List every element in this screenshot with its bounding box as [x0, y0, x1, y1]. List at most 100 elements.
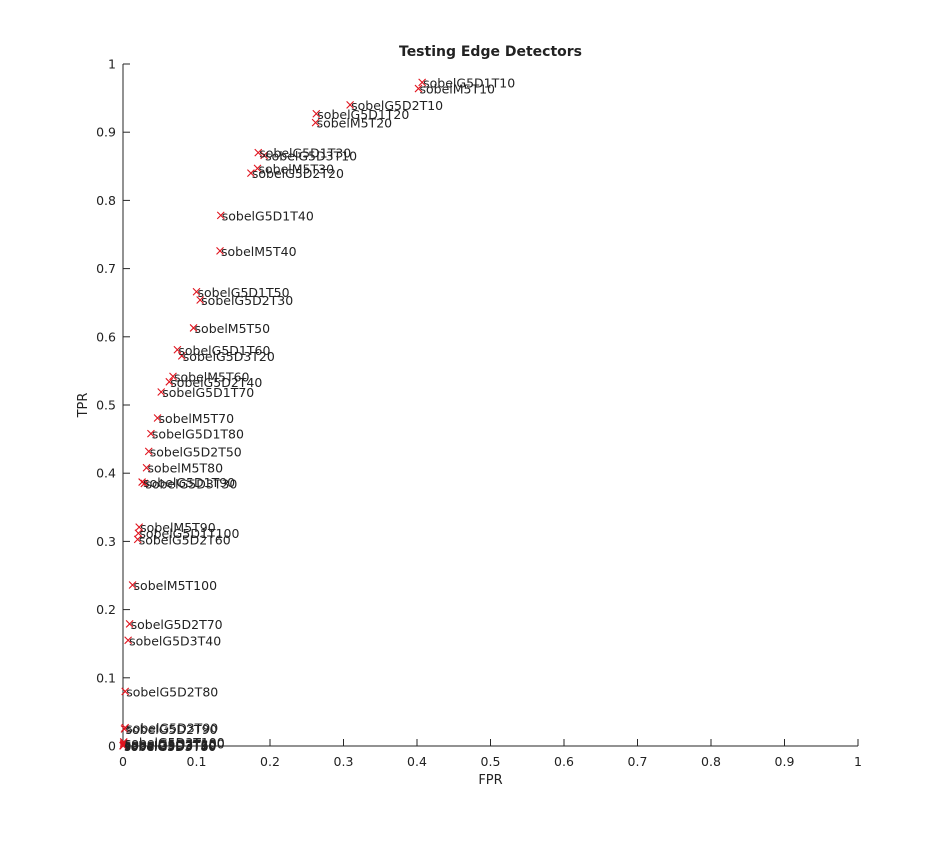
y-tick-label: 0.5 [96, 398, 116, 413]
data-point-marker [196, 296, 205, 304]
data-point-label: sobelG5D2T50 [150, 444, 242, 459]
marker-stroke [254, 148, 263, 157]
data-point-marker [247, 169, 255, 178]
data-point-marker [147, 429, 155, 438]
data-point-marker [165, 377, 174, 386]
marker-stroke [124, 636, 133, 645]
data-point-label: sobelG5D2T20 [252, 166, 344, 181]
data-point-marker [169, 372, 177, 381]
data-point-marker [121, 687, 130, 696]
data-point-marker [414, 84, 423, 93]
data-point-marker [173, 345, 182, 354]
marker-stroke [119, 739, 128, 748]
y-tick-label: 0.1 [96, 670, 116, 685]
data-point-label: sobelG5D3T20 [183, 349, 275, 364]
data-point-label: sobelM5T60 [174, 369, 250, 384]
point-labels: sobelG5D1T10sobelM5T10sobelG5D2T10sobelG… [124, 75, 515, 753]
data-point-marker [153, 414, 162, 422]
data-point-marker [189, 324, 198, 332]
x-tick-label: 0.6 [554, 754, 574, 769]
marker-stroke [133, 535, 142, 544]
data-point-marker [128, 581, 137, 589]
data-point-label: sobelG5D2T10 [351, 98, 443, 113]
marker-stroke [169, 372, 177, 381]
x-tick-label: 0.4 [407, 754, 427, 769]
data-point-label: sobelM5T90 [140, 520, 216, 535]
data-point-label: sobelG5D1T100 [139, 526, 239, 541]
y-tick-label: 0.4 [96, 466, 116, 481]
axis-ticks: 0 0.1 0.2 0.3 0.4 0.5 0.6 0.7 0.8 0.9 1 0 0.1 0.2 0.3 0… [96, 57, 862, 770]
data-point-label: sobelG5D1T30 [259, 146, 351, 161]
x-tick-label: 0.9 [775, 754, 795, 769]
marker-stroke [142, 463, 151, 472]
data-point-marker [138, 478, 146, 486]
x-tick-label: 0.7 [628, 754, 648, 769]
data-point-label: sobelG5D1T10 [423, 75, 515, 90]
chart-title: Testing Edge Detectors [399, 44, 582, 60]
y-tick-label: 0.3 [96, 534, 116, 549]
marker-stroke [418, 78, 427, 87]
marker-stroke [125, 620, 134, 628]
data-point-label: sobelG5D1T50 [198, 285, 290, 300]
marker-stroke [189, 324, 198, 332]
x-tick-label: 0.2 [260, 754, 280, 769]
data-point-marker [253, 164, 262, 173]
data-point-marker [120, 725, 129, 733]
data-point-label: sobelG5D3T40 [129, 633, 221, 648]
data-point-label: sobelG5D1T80 [152, 427, 244, 442]
data-point-marker [418, 78, 427, 87]
y-tick-label: 0 [108, 739, 116, 754]
data-point-label: sobelM5T20 [317, 116, 393, 131]
data-point-label: sobelG5D3T80 [124, 739, 216, 754]
data-point-marker [119, 739, 128, 748]
x-tick-label: 1 [854, 754, 862, 769]
y-tick-label: 0.2 [96, 602, 116, 617]
marker-stroke [135, 523, 144, 531]
axes [122, 64, 858, 747]
data-point-marker [260, 151, 269, 160]
y-tick-label: 0.8 [96, 193, 116, 208]
marker-stroke [260, 151, 269, 160]
marker-stroke [173, 345, 182, 354]
data-point-label: sobelM5T40 [221, 244, 297, 259]
data-point-label: sobelG5D1T60 [178, 343, 270, 358]
data-point-label: sobelG5D2T40 [170, 375, 262, 390]
x-tick-label: 0.3 [334, 754, 354, 769]
data-point-marker [192, 287, 201, 296]
data-point-label: sobelG5D3T10 [265, 148, 357, 163]
marker-stroke [138, 478, 146, 486]
marker-stroke [312, 109, 321, 118]
data-point-marker [216, 246, 224, 255]
data-point-marker [216, 211, 225, 220]
marker-stroke [177, 352, 186, 360]
marker-stroke [121, 687, 130, 696]
data-point-marker [312, 109, 321, 118]
x-tick-label: 0.5 [481, 754, 501, 769]
data-point-label: sobelG5D3T90 [126, 721, 218, 736]
data-point-label: sobelM5T10 [419, 82, 495, 97]
data-point-marker [177, 352, 186, 360]
x-axis-label: FPR [478, 773, 502, 788]
y-tick-label: 0.7 [96, 261, 116, 276]
data-point-marker [119, 741, 128, 750]
marker-stroke [157, 388, 166, 396]
data-point-label: sobelM5T70 [159, 411, 235, 426]
data-point-label: sobelG5D2T100 [125, 736, 225, 751]
marker-stroke [147, 429, 155, 438]
marker-stroke [196, 296, 205, 304]
marker-stroke [134, 529, 143, 538]
data-point-label: sobelG5D1T20 [317, 107, 409, 122]
marker-stroke [216, 211, 225, 220]
marker-stroke [140, 479, 149, 488]
data-point-label: sobelG5D2T30 [201, 293, 293, 308]
marker-stroke [128, 581, 137, 589]
data-point-label: sobelG5D2T80 [126, 684, 218, 699]
data-point-marker [125, 620, 134, 628]
data-point-label: sobelM5T50 [195, 321, 271, 336]
x-tick-label: 0.8 [701, 754, 721, 769]
data-point-marker [254, 148, 263, 157]
marker-stroke [311, 118, 320, 127]
marker-stroke [346, 101, 355, 109]
data-point-label: sobelG5D3T60 [124, 738, 216, 753]
